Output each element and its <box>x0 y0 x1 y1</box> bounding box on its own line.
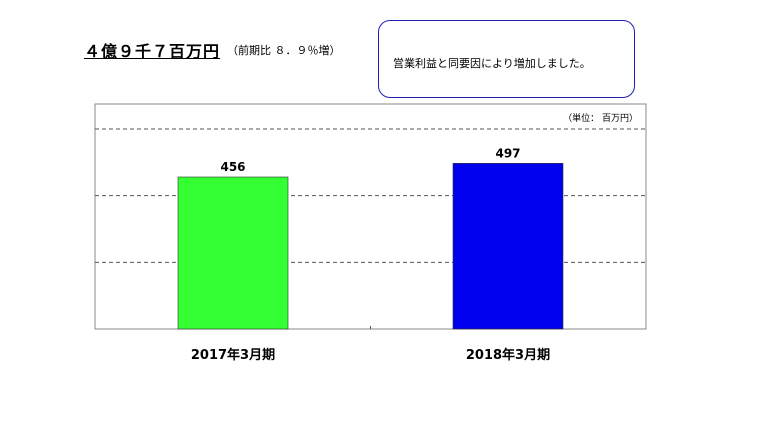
year-over-year-change: （前期比 ８．９％増） <box>227 44 341 57</box>
category-label-1: 2018年3月期 <box>466 347 550 363</box>
note-callout: 営業利益と同要因により増加しました。 <box>378 20 635 98</box>
bar-1 <box>452 163 564 330</box>
data-label-1: 497 <box>495 146 520 160</box>
data-label-0: 456 <box>220 160 245 174</box>
bar-0 <box>177 176 289 330</box>
unit-label: （単位： 百万円） <box>563 112 638 124</box>
category-label-0: 2017年3月期 <box>191 347 275 363</box>
headline-amount: ４億９千７百万円 <box>84 42 221 61</box>
plot-area <box>94 103 647 330</box>
note-text: 営業利益と同要因により増加しました。 <box>393 57 591 70</box>
